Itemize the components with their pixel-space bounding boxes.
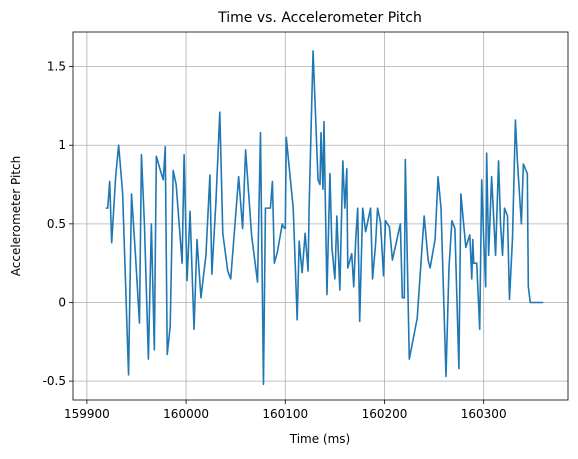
chart-title: Time vs. Accelerometer Pitch <box>217 10 422 26</box>
y-tick-label: 1 <box>58 138 66 152</box>
x-tick-label: 160000 <box>163 407 209 421</box>
y-tick-label: 1.5 <box>47 60 66 74</box>
plot-frame <box>72 31 569 401</box>
y-tick-label: -0.5 <box>43 374 66 388</box>
y-tick-label: 0.5 <box>47 217 66 231</box>
y-tick-label: 0 <box>58 295 66 309</box>
x-tick-label: 159900 <box>64 407 110 421</box>
x-tick-label: 160200 <box>362 407 408 421</box>
y-axis-label: Accelerometer Pitch <box>9 156 23 276</box>
x-tick-label: 160300 <box>461 407 507 421</box>
x-tick-label: 160100 <box>262 407 308 421</box>
data-line <box>105 50 544 386</box>
x-axis-label: Time (ms) <box>289 432 351 446</box>
